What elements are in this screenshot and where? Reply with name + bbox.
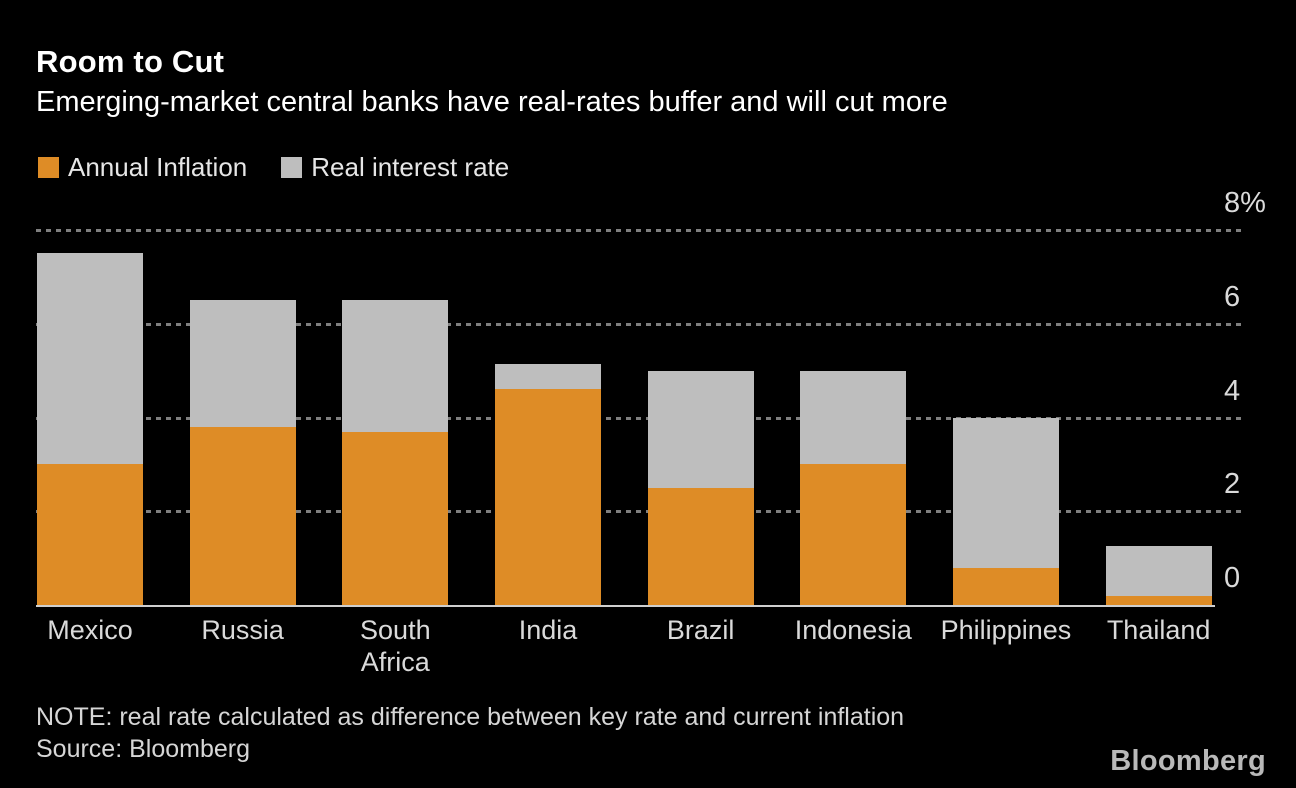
bar-russia-real-rate [189, 300, 296, 427]
x-axis-label-indonesia: Indonesia [794, 615, 912, 645]
bar-india-inflation [494, 389, 601, 605]
inflation-swatch-icon [38, 157, 59, 178]
bar-mexico-inflation [37, 464, 143, 605]
bar-philippines-real-rate [952, 417, 1059, 568]
bar-russia-inflation [189, 426, 296, 605]
bar-south-real-rate [342, 300, 449, 432]
x-axis-label-mexico: Mexico [47, 615, 133, 645]
chart-note: NOTE: real rate calculated as difference… [36, 703, 905, 731]
x-axis-label-south: South Africa [360, 615, 431, 677]
legend-item-annual-inflation: Annual Inflation [38, 152, 247, 183]
x-axis-label-thailand: Thailand [1106, 615, 1211, 645]
y-axis-tick-2: 2 [1224, 468, 1241, 501]
bar-india-real-rate [494, 363, 601, 390]
bloomberg-logo: Bloomberg [1110, 745, 1266, 777]
gridline-2 [36, 510, 1243, 514]
legend-item-real-interest-rate: Real interest rate [281, 152, 509, 183]
y-axis-tick-0: 0 [1224, 562, 1241, 594]
y-axis-tick-8pct: 8% [1224, 187, 1266, 219]
x-axis-label-philippines: Philippines [940, 615, 1072, 645]
gridline-6 [36, 322, 1243, 326]
bar-brazil-real-rate [647, 370, 754, 488]
legend-label-annual-inflation: Annual Inflation [68, 152, 248, 182]
gridline-4 [36, 416, 1243, 420]
chart-title: Room to Cut [36, 44, 225, 79]
bar-thailand-inflation [1105, 595, 1212, 605]
x-axis-label-india: India [518, 615, 578, 645]
gridline-8 [36, 229, 1243, 232]
legend: Annual Inflation Real interest rate [38, 152, 509, 183]
bar-indonesia-real-rate [800, 370, 907, 465]
bar-indonesia-inflation [800, 464, 907, 605]
y-axis-tick-4: 4 [1224, 374, 1241, 407]
chart-source: Source: Bloomberg [36, 735, 251, 763]
bar-south-inflation [342, 431, 449, 605]
legend-label-real-interest-rate: Real interest rate [311, 152, 510, 182]
bar-philippines-inflation [952, 567, 1059, 605]
bar-thailand-real-rate [1105, 546, 1212, 596]
x-axis-label-brazil: Brazil [666, 615, 735, 645]
x-axis-label-russia: Russia [201, 615, 284, 645]
bar-mexico-real-rate [37, 253, 143, 465]
y-axis-tick-6: 6 [1224, 280, 1241, 313]
bar-brazil-inflation [647, 487, 754, 605]
chart-subtitle: Emerging-market central banks have real-… [36, 86, 948, 118]
real-rate-swatch-icon [281, 157, 303, 178]
x-axis-baseline [36, 605, 1215, 607]
